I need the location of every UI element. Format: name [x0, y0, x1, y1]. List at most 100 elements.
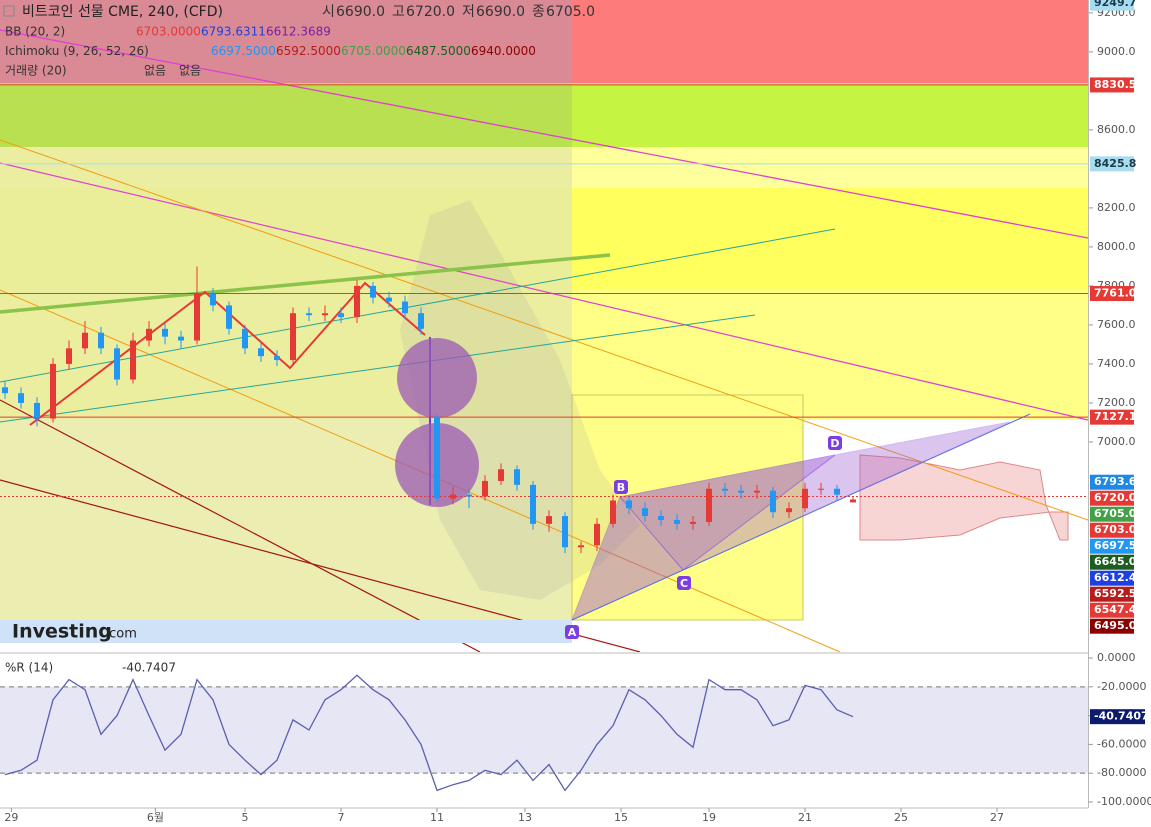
candle-body — [194, 293, 200, 341]
candle-body — [834, 488, 840, 495]
indicator-value: 6592.5000 — [276, 44, 341, 58]
y-tick-label: 7200.0 — [1097, 396, 1136, 409]
candle-body — [2, 387, 8, 394]
trend-line — [0, 253, 611, 314]
price-badge — [1090, 522, 1134, 538]
watermark: Investing — [12, 621, 112, 643]
price-badge-label: 6547.4 — [1094, 603, 1137, 616]
y-tick-label: 8000.0 — [1097, 240, 1136, 253]
x-tick-label: 25 — [894, 811, 908, 824]
zone — [0, 0, 572, 83]
price-badge-label: 6645.0 — [1094, 555, 1137, 568]
price-badge — [1090, 554, 1134, 570]
candle-body — [546, 516, 552, 524]
x-tick-label: 27 — [990, 811, 1004, 824]
price-badge-label: 6705.0 — [1094, 507, 1137, 520]
price-badge — [1090, 538, 1134, 554]
candle-body — [738, 490, 744, 493]
x-tick-label: 13 — [518, 811, 532, 824]
trend-line — [0, 29, 1088, 239]
pattern-point — [565, 625, 579, 639]
title: 비트코인 선물 CME, 240, (CFD) — [22, 4, 223, 20]
pattern-label: A — [568, 626, 577, 639]
price-badge — [1090, 570, 1134, 586]
candle-body — [450, 494, 456, 499]
x-tick-label: 7 — [338, 811, 345, 824]
trend-line — [0, 228, 836, 383]
r-line — [4, 674, 854, 792]
candle-body — [226, 305, 232, 329]
value-badge — [1090, 709, 1145, 725]
drawings — [0, 0, 1088, 652]
ohlc-value: 6690.0 — [336, 4, 385, 20]
candle-body — [66, 348, 72, 364]
trend-line — [0, 162, 1088, 421]
candle-body — [82, 332, 88, 349]
candle-body — [498, 469, 504, 481]
indicator-value: 없음 — [179, 64, 201, 78]
indicator-name: BB (20, 2) — [5, 25, 65, 39]
pattern-point — [614, 480, 628, 494]
x-tick-label: 19 — [702, 811, 716, 824]
header: 비트코인 선물 CME, 240, (CFD) 시 6690.0 고 6720.… — [3, 4, 595, 20]
candle-body — [242, 328, 248, 349]
price-badge — [1090, 77, 1134, 93]
price-badge-label: 6495.0 — [1094, 619, 1137, 632]
circle — [397, 338, 477, 418]
candle-body — [674, 519, 680, 524]
candle-body — [626, 500, 632, 509]
trend-line — [0, 139, 1088, 521]
candle-body — [50, 363, 56, 419]
price-badge-label: 7127.1 — [1094, 410, 1136, 423]
x-tick-label: 21 — [798, 811, 812, 824]
indicator-value: 6703.0000 — [136, 25, 201, 39]
price-badge-label: 6703.0 — [1094, 523, 1137, 536]
candle-body — [258, 348, 264, 357]
indicator-value: 6612.3689 — [266, 25, 331, 39]
candle-body — [706, 488, 712, 522]
y-tick-label: -80.0000 — [1097, 766, 1146, 779]
price-badge-label: 6592.5 — [1094, 587, 1136, 600]
candle-body — [802, 488, 808, 509]
price-badge-label: 6612.4 — [1094, 571, 1137, 584]
candle-body — [338, 313, 344, 318]
x-tick-label: 5 — [242, 811, 249, 824]
candle-body — [578, 545, 584, 548]
y-tick-label: 9000.0 — [1097, 45, 1136, 58]
ohlc-label: 시 — [322, 4, 335, 20]
pattern-point — [677, 576, 691, 590]
candle-body — [402, 301, 408, 314]
candle-body — [290, 313, 296, 361]
candle-body — [722, 488, 728, 491]
y-tick-label: 8600.0 — [1097, 123, 1136, 136]
candle-body — [514, 469, 520, 485]
x-tick-label: 6월 — [147, 811, 164, 824]
indicator-name: Ichimoku (9, 26, 52, 26) — [5, 44, 149, 58]
candle-body — [114, 348, 120, 380]
ohlc-label: 종 — [532, 4, 545, 20]
candle-body — [386, 297, 392, 302]
candle-body — [18, 393, 24, 403]
candle-body — [146, 328, 152, 341]
price-badge-label: 6697.5 — [1094, 539, 1136, 552]
candle-body — [306, 313, 312, 316]
indicator-value: 6487.5000 — [406, 44, 471, 58]
candle-body — [466, 494, 472, 497]
candle-body — [562, 516, 568, 548]
indicator-value: -40.7407 — [122, 661, 176, 675]
indicator-name: 거래량 (20) — [5, 64, 67, 78]
candle-body — [34, 402, 40, 419]
candle-body — [850, 499, 856, 503]
candle-body — [482, 480, 488, 497]
pattern-label: C — [680, 577, 688, 590]
candle-body — [210, 293, 216, 306]
y-tick-label: -60.0000 — [1097, 737, 1146, 750]
candle-body — [418, 313, 424, 329]
watermark: .com — [105, 627, 137, 642]
price-badge — [1090, 286, 1134, 302]
price-badge-label: 7761.0 — [1094, 287, 1137, 300]
y-tick-label: 7600.0 — [1097, 318, 1136, 331]
icon — [3, 5, 15, 17]
y-tick-label: 7000.0 — [1097, 435, 1136, 448]
